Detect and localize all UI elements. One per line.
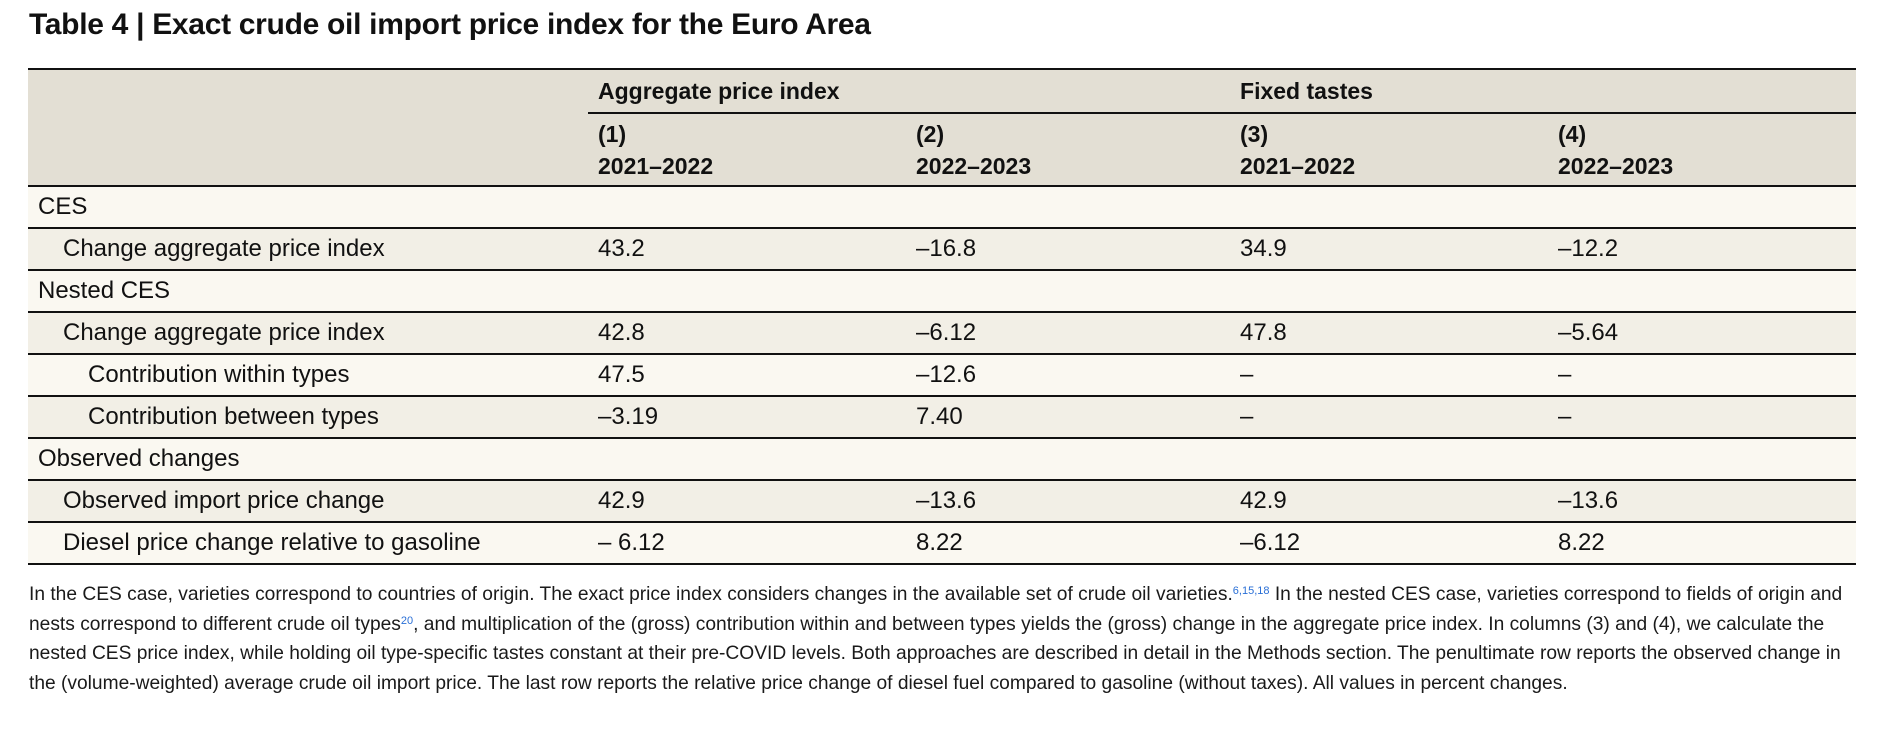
cell-value: 8.22 [1548,522,1857,565]
header-group-row: Aggregate price index Fixed tastes [28,68,1857,114]
cell-value: – 6.12 [588,522,906,565]
column-number: (3) [1240,120,1269,147]
row-label: Change aggregate price index [28,228,588,271]
cell-value: 42.9 [1230,480,1549,523]
cell-value [588,186,906,229]
column-number: (4) [1558,120,1587,147]
cell-value: 42.9 [588,480,906,523]
table-row: Contribution between types –3.19 7.40 – … [28,396,1857,439]
column-number: (1) [598,120,627,147]
cell-value: 7.40 [906,396,1231,439]
column-period: 2021–2022 [1240,152,1356,179]
row-label: Contribution between types [28,396,588,439]
row-label: Observed import price change [28,480,588,523]
cell-value: –3.19 [588,396,906,439]
cell-value [906,438,1231,481]
group-header-aggregate: Aggregate price index [588,68,1231,114]
cell-value: –12.2 [1548,228,1857,271]
cell-value [1548,438,1857,481]
cell-value: 47.8 [1230,312,1549,355]
cell-value: –13.6 [1548,480,1857,523]
footnote-text-1: In the CES case, varieties correspond to… [29,584,1233,605]
section-label: CES [28,186,588,229]
table-row: Observed import price change 42.9 –13.6 … [28,480,1857,523]
cell-value: –6.12 [1230,522,1549,565]
table-row: Change aggregate price index 43.2 –16.8 … [28,228,1857,271]
cell-value: –6.12 [906,312,1231,355]
column-period: 2022–2023 [916,152,1032,179]
cell-value [588,438,906,481]
cell-value: 47.5 [588,354,906,397]
table-footnote: In the CES case, varieties correspond to… [29,580,1859,698]
header-corner [28,68,588,113]
cell-value: –16.8 [906,228,1231,271]
column-period: 2021–2022 [598,152,714,179]
cell-value: 43.2 [588,228,906,271]
cell-value [1230,438,1549,481]
footnote-text-3: , and multiplication of the (gross) cont… [29,613,1841,694]
cell-value [1548,186,1857,229]
row-label: Contribution within types [28,354,588,397]
cell-value: 8.22 [906,522,1231,565]
group-header-fixed-tastes: Fixed tastes [1230,68,1857,114]
citation-link[interactable]: 20 [400,614,414,627]
section-label: Nested CES [28,270,588,313]
cell-value: –13.6 [906,480,1231,523]
column-header-2: (2) 2022–2023 [906,113,1231,187]
column-period: 2022–2023 [1558,152,1674,179]
column-number: (2) [916,120,945,147]
table-row: Diesel price change relative to gasoline… [28,522,1857,565]
row-label: Change aggregate price index [28,312,588,355]
footnote-text-2: In the nested CES case, varieties corres… [29,584,1843,635]
column-header-3: (3) 2021–2022 [1230,113,1549,187]
cell-value: – [1230,396,1549,439]
cell-value: 42.8 [588,312,906,355]
table-title: Table 4 | Exact crude oil import price i… [29,8,871,41]
cell-value: – [1230,354,1549,397]
table-row: Observed changes [28,438,1857,481]
cell-value [906,270,1231,313]
column-header-1: (1) 2021–2022 [588,113,906,187]
table-row: CES [28,186,1857,229]
cell-value: – [1548,396,1857,439]
citation-link[interactable]: 6,15,18 [1232,585,1270,597]
table-row: Nested CES [28,270,1857,313]
section-label: Observed changes [28,438,588,481]
cell-value [1230,270,1549,313]
cell-value: 34.9 [1230,228,1549,271]
row-label: Diesel price change relative to gasoline [28,522,588,565]
column-header-4: (4) 2022–2023 [1548,113,1857,187]
results-table: Aggregate price index Fixed tastes (1) 2… [28,68,1857,565]
cell-value [1548,270,1857,313]
cell-value [588,270,906,313]
cell-value: –12.6 [906,354,1231,397]
table-row: Contribution within types 47.5 –12.6 – – [28,354,1857,397]
cell-value: –5.64 [1548,312,1857,355]
cell-value: – [1548,354,1857,397]
cell-value [906,186,1231,229]
table-row: Change aggregate price index 42.8 –6.12 … [28,312,1857,355]
cell-value [1230,186,1549,229]
header-corner-lower [28,113,588,187]
header-column-row: (1) 2021–2022 (2) 2022–2023 (3) 2021–202… [28,113,1857,187]
